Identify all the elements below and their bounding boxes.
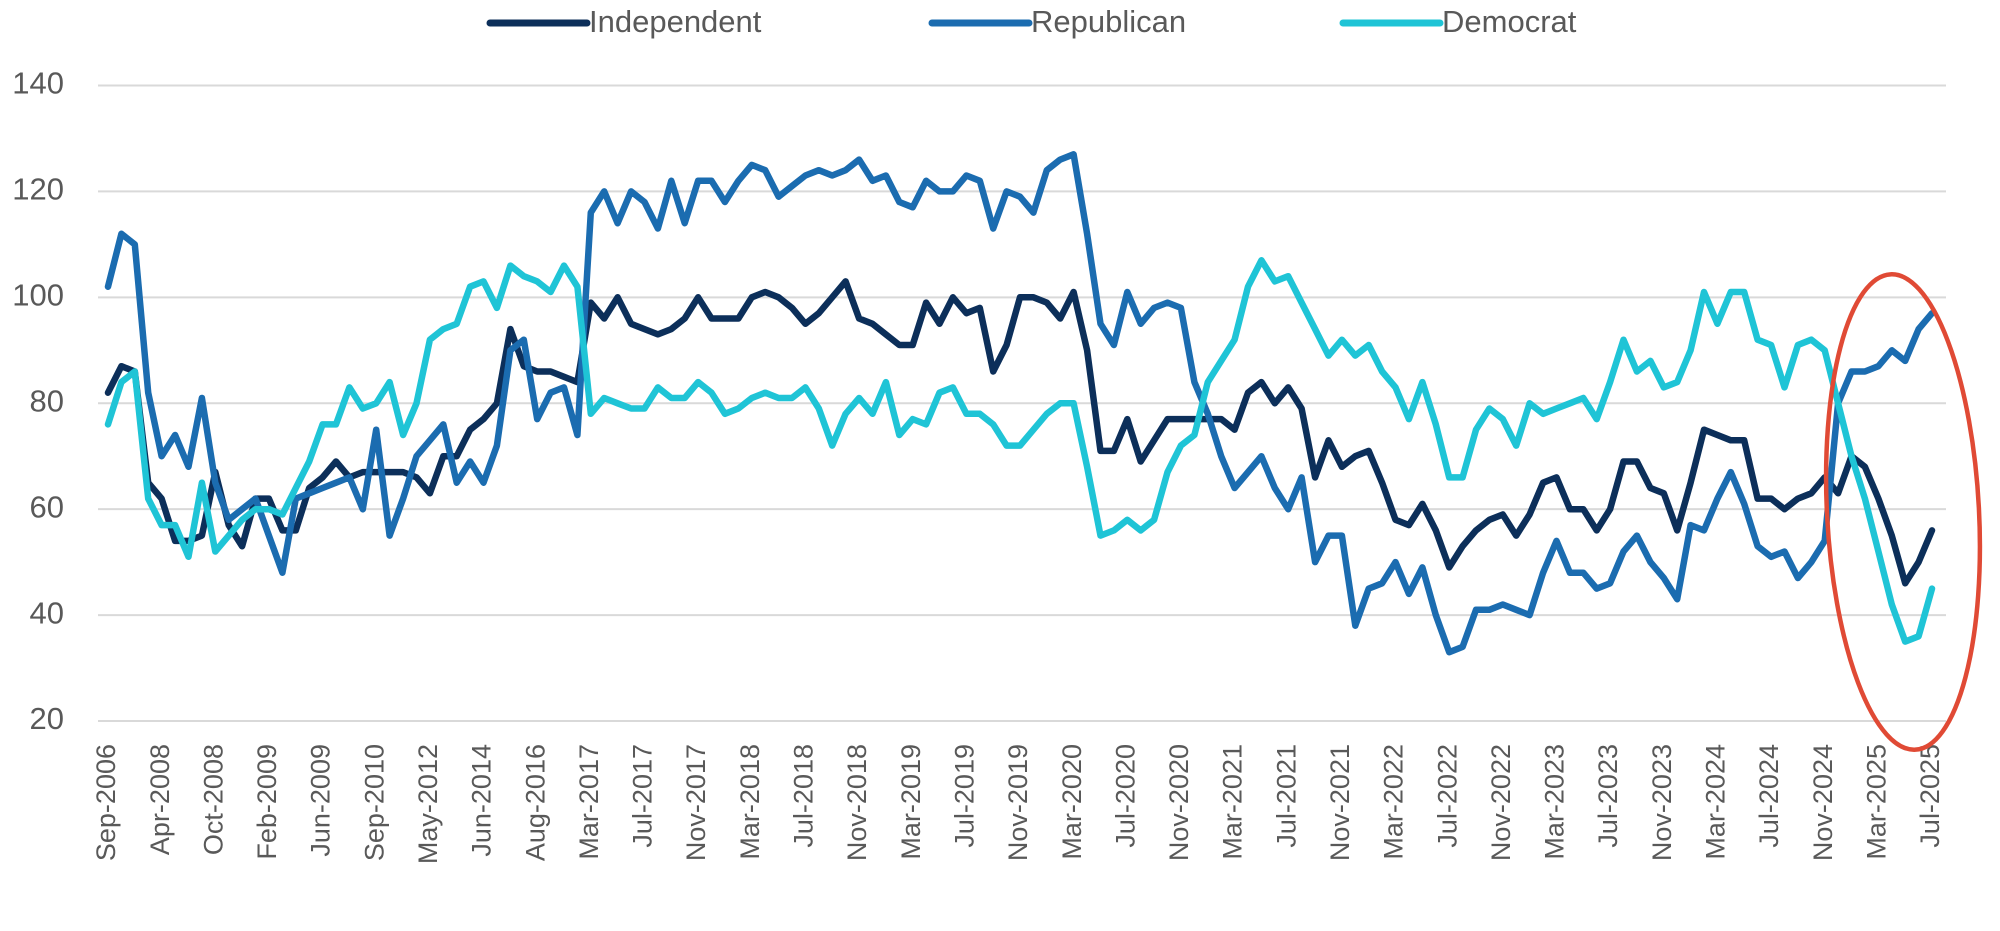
x-tick-label: Mar-2023 xyxy=(1540,744,1570,860)
x-tick-label: Feb-2009 xyxy=(252,744,282,860)
x-tick-label: Jul-2023 xyxy=(1593,744,1623,848)
x-tick-label: Jul-2019 xyxy=(949,744,979,848)
x-tick-label: Oct-2008 xyxy=(198,744,228,855)
x-tick-label: May-2012 xyxy=(413,744,443,864)
x-tick-label: Mar-2019 xyxy=(896,744,926,860)
series-line xyxy=(104,151,1936,656)
y-tick-label: 120 xyxy=(12,172,64,207)
x-tick-label: Nov-2021 xyxy=(1325,744,1355,861)
y-tick-label: 100 xyxy=(12,278,64,313)
x-tick-label: Mar-2018 xyxy=(735,744,765,860)
x-tick-label: Sep-2006 xyxy=(91,744,121,861)
x-tick-label: Mar-2024 xyxy=(1701,744,1731,860)
x-tick-label: Nov-2018 xyxy=(842,744,872,861)
legend-label: Democrat xyxy=(1442,4,1577,39)
series-line xyxy=(104,257,1936,645)
highlight-ellipse xyxy=(1823,272,1983,752)
x-tick-label: Nov-2019 xyxy=(1003,744,1033,861)
x-tick-label: Jul-2017 xyxy=(628,744,658,848)
x-tick-label: Nov-2020 xyxy=(1164,744,1194,861)
x-tick-label: Sep-2010 xyxy=(359,744,389,861)
legend-label: Independent xyxy=(589,4,762,39)
x-tick-label: Nov-2017 xyxy=(681,744,711,861)
x-tick-label: Mar-2017 xyxy=(574,744,604,860)
x-tick-label: Apr-2008 xyxy=(145,744,175,855)
x-tick-label: Mar-2021 xyxy=(1218,744,1248,860)
x-tick-label: Jun-2009 xyxy=(306,744,336,857)
y-tick-label: 20 xyxy=(30,701,64,736)
legend-label: Republican xyxy=(1031,4,1186,39)
x-tick-label: Jul-2022 xyxy=(1432,744,1462,848)
x-tick-label: Nov-2023 xyxy=(1647,744,1677,861)
x-tick-label: Jul-2025 xyxy=(1915,744,1945,848)
x-tick-label: Nov-2022 xyxy=(1486,744,1516,861)
x-tick-label: Aug-2016 xyxy=(520,744,550,861)
y-tick-label: 40 xyxy=(30,595,64,630)
x-tick-label: Jul-2021 xyxy=(1271,744,1301,848)
x-tick-label: Nov-2024 xyxy=(1808,744,1838,861)
x-tick-label: Jun-2014 xyxy=(467,744,497,857)
x-tick-label: Mar-2020 xyxy=(1057,744,1087,860)
y-tick-label: 80 xyxy=(30,383,64,418)
x-tick-label: Jul-2020 xyxy=(1110,744,1140,848)
x-tick-label: Mar-2022 xyxy=(1379,744,1409,860)
x-tick-label: Mar-2025 xyxy=(1861,744,1891,860)
x-tick-label: Jul-2018 xyxy=(789,744,819,848)
series-line xyxy=(104,278,1936,587)
y-tick-label: 60 xyxy=(30,489,64,524)
x-tick-label: Jul-2024 xyxy=(1754,744,1784,848)
y-tick-label: 140 xyxy=(12,66,64,101)
